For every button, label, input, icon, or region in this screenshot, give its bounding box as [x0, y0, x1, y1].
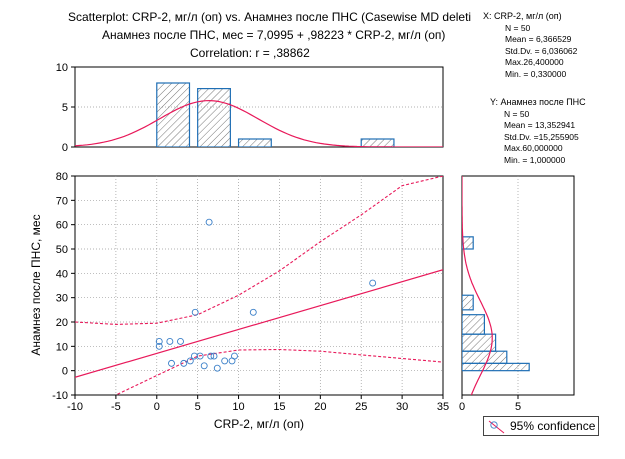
top-hist-bar	[237, 138, 272, 147]
data-point	[168, 359, 175, 367]
y-tick-label: -10	[52, 390, 68, 402]
y-tick-label: 20	[56, 317, 68, 329]
y-axis-title: Анамнез после ПНС, мес	[29, 214, 43, 355]
right-hist-bar	[462, 333, 497, 352]
data-point	[155, 342, 163, 350]
right-histogram-frame	[461, 175, 575, 396]
y-tick-label: 10	[56, 341, 68, 353]
x-stats-sd: Std.Dv. = 6,036062	[505, 45, 578, 56]
x-axis-title: CRP-2, мг/л (оп)	[214, 417, 304, 431]
right-hist-bar	[462, 314, 485, 335]
data-point	[369, 279, 377, 287]
x-tick-label: 30	[396, 401, 408, 413]
x-stats-min: Min. = 0,330000	[505, 68, 567, 79]
correlation-label: Correlation: r = ,38862	[190, 46, 310, 60]
top-hist-tick-label: 0	[62, 142, 68, 154]
data-point	[231, 352, 238, 360]
x-stats-n: N = 50	[505, 22, 531, 33]
top-histogram-frame	[74, 66, 444, 148]
right-hist-bar	[462, 350, 508, 364]
data-point	[228, 357, 236, 365]
top-normal-curve	[75, 99, 443, 147]
y-tick-label: 50	[56, 244, 68, 256]
data-point	[180, 359, 188, 367]
data-point	[205, 218, 213, 226]
x-tick-label: 35	[437, 401, 449, 413]
regression-line	[75, 269, 443, 378]
y-stats-mean: Mean = 13,352941	[504, 120, 576, 130]
y-tick-label: 60	[56, 220, 68, 232]
top-hist-tick-label: 10	[56, 62, 68, 74]
x-tick-label: 25	[355, 401, 367, 413]
data-point	[221, 357, 229, 365]
data-point	[200, 362, 208, 370]
x-tick-label: 15	[273, 401, 285, 413]
y-stats-min: Min. = 1,000000	[504, 154, 566, 165]
data-point	[213, 364, 221, 372]
x-tick-label: 5	[195, 401, 201, 413]
y-stats-sd: Std.Dv. =15,255905	[504, 131, 579, 142]
y-tick-label: 30	[56, 293, 68, 305]
top-hist-bar	[156, 82, 191, 147]
x-stats-mean: Mean = 6,366529	[505, 34, 572, 44]
x-tick-label: 0	[154, 401, 160, 413]
data-point	[196, 352, 204, 360]
data-point	[186, 357, 194, 365]
y-statistics: Y: Анамнез после ПНС N = 50 Mean = 13,35…	[490, 97, 586, 166]
chart-title: Scatterplot: CRP-2, мг/л (оп) vs. Анамне…	[68, 10, 472, 24]
y-tick-label: 0	[62, 366, 68, 378]
regression-equation: Анамнез после ПНС, мес = 7,0995 + ,98223…	[102, 28, 446, 42]
x-stats-max: Max.26,400000	[505, 57, 564, 67]
data-point	[210, 352, 218, 360]
right-hist-tick-label: 5	[515, 401, 521, 413]
x-tick-label: 10	[232, 401, 244, 413]
right-hist-bar	[462, 236, 474, 250]
y-stats-n: N = 50	[504, 108, 530, 119]
y-stats-max: Max.60,000000	[504, 143, 563, 153]
right-normal-curve	[462, 176, 493, 395]
top-hist-tick-label: 5	[62, 102, 68, 114]
plot-frame	[74, 175, 444, 396]
data-point	[155, 338, 163, 345]
y-tick-label: 80	[56, 171, 68, 183]
right-hist-tick-label: 0	[459, 401, 465, 413]
y-tick-label: 40	[56, 268, 68, 280]
top-hist-bar	[360, 138, 395, 147]
y-stats-header: Y: Анамнез после ПНС	[490, 97, 586, 107]
confidence-upper	[75, 176, 443, 325]
right-hist-bar	[462, 362, 530, 372]
top-hist-bar	[197, 87, 231, 147]
x-stats-header: X: CRP-2, мг/л (оп)	[483, 11, 562, 21]
data-point	[207, 352, 215, 360]
x-tick-label: -10	[67, 401, 83, 413]
y-tick-label: 70	[56, 195, 68, 207]
data-point	[191, 308, 199, 316]
x-statistics: X: CRP-2, мг/л (оп) N = 50 Mean = 6,3665…	[483, 11, 577, 80]
legend: 95% confidence	[483, 416, 599, 436]
right-hist-bar	[462, 294, 474, 311]
data-point	[166, 338, 174, 345]
confidence-lower	[115, 348, 443, 395]
x-tick-label: -5	[111, 401, 121, 413]
x-tick-label: 20	[314, 401, 326, 413]
data-point	[190, 352, 198, 360]
legend-label: 95% confidence	[510, 419, 596, 433]
data-point	[177, 338, 184, 345]
data-point	[249, 308, 257, 316]
